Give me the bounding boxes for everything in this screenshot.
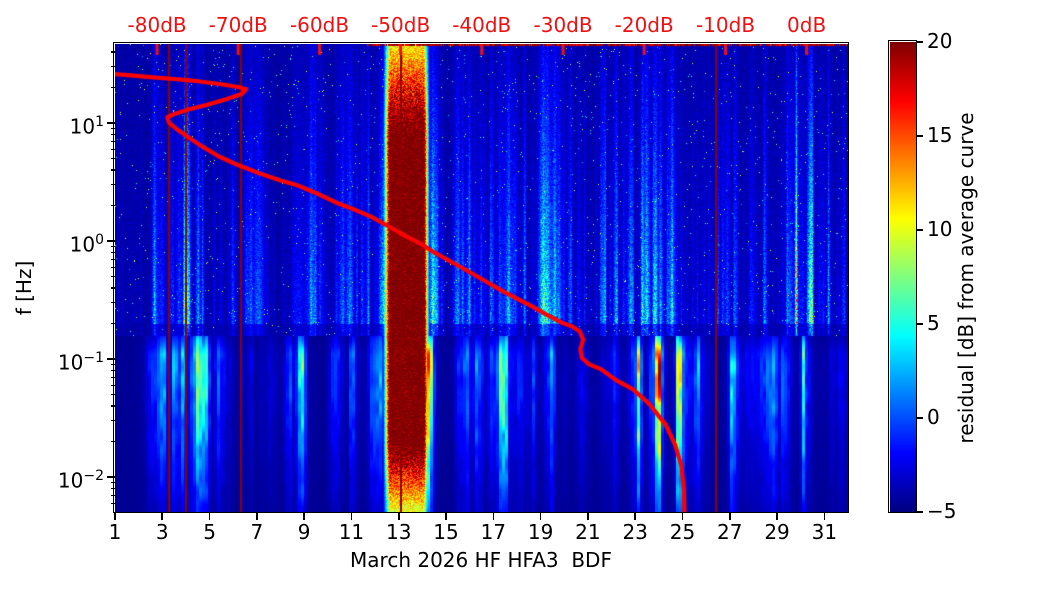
top-db-label: -40dB [452,13,512,37]
x-tick-label: 3 [155,520,169,544]
colorbar-tick-label: 15 [927,123,953,147]
x-tick-label: 15 [433,520,459,544]
y-minor-tick [111,184,115,186]
top-db-label: -50dB [371,13,431,37]
colorbar-tick-label: 20 [927,29,953,53]
colorbar-tick [916,323,923,325]
x-tick [539,512,542,520]
y-minor-tick [111,127,115,129]
y-minor-tick [111,86,115,89]
x-tick [208,512,211,520]
x-tick [492,512,495,520]
y-minor-tick [111,376,115,378]
y-minor-tick [111,384,115,386]
x-tick-label: 1 [108,520,122,544]
x-tick-label: 23 [622,520,648,544]
top-db-label: -10dB [695,13,756,37]
y-minor-tick [111,204,115,207]
y-axis-label: f [Hz] [12,260,36,316]
x-tick-label: 21 [575,520,601,544]
y-tick-label: 10−1 [57,350,104,375]
y-tick [107,476,115,478]
x-tick-label: 31 [811,520,838,544]
y-minor-tick [111,66,115,68]
top-db-label: 0dB [787,13,827,37]
y-minor-tick [111,169,115,171]
y-minor-tick [111,266,115,268]
top-db-label: -80dB [127,13,187,37]
colorbar-tick-label: 10 [927,217,953,241]
y-tick [107,122,115,124]
x-tick-label: 19 [527,520,554,544]
y-minor-tick [111,258,115,260]
y-minor-tick [111,133,115,136]
x-tick [587,512,589,520]
x-tick [303,512,305,520]
colorbar-tick [916,41,923,43]
colorbar-tick-label: 0 [927,405,940,429]
x-tick-label: 11 [338,520,365,544]
colorbar [890,42,916,512]
y-tick [107,240,115,242]
top-db-label: -30dB [533,13,593,37]
x-tick [634,512,636,520]
y-minor-tick [111,275,115,278]
y-minor-tick [111,487,115,490]
y-minor-tick [111,140,115,142]
x-tick-label: 5 [203,520,216,544]
x-tick [397,512,400,520]
y-minor-tick [111,494,115,496]
colorbar-tick [916,417,923,419]
y-minor-tick [111,502,115,504]
y-tick-label: 101 [69,114,104,139]
y-tick-label: 10−2 [57,468,104,493]
y-minor-tick [111,157,115,160]
y-tick [107,358,115,360]
x-tick-label: 9 [297,520,311,544]
y-minor-tick [111,302,115,304]
y-minor-tick [111,148,115,150]
x-tick [256,512,258,520]
x-tick-label: 27 [717,520,743,544]
x-tick-label: 7 [250,520,264,544]
y-minor-tick [111,251,115,254]
y-minor-tick [111,322,115,325]
x-tick-label: 29 [764,520,790,544]
y-minor-tick [111,287,115,289]
y-minor-tick [111,420,115,422]
y-minor-tick [111,440,115,443]
x-tick [823,512,826,520]
colorbar-tick-label: 5 [927,311,940,335]
y-minor-tick [111,51,115,53]
top-db-label: -60dB [289,13,350,37]
x-tick [681,512,684,520]
x-tick [114,512,116,520]
y-minor-tick [111,369,115,372]
y-minor-tick [111,481,115,483]
y-tick-label: 100 [69,232,104,257]
x-axis-label: March 2026 HF HFA3 BDF [350,548,612,572]
top-db-label: -70dB [208,13,268,37]
x-tick [776,512,778,520]
x-tick-label: 13 [386,520,412,544]
x-tick [728,512,731,520]
top-db-label: -20dB [614,13,674,37]
spectrogram-heatmap [115,44,848,512]
colorbar-tick [916,229,923,231]
colorbar-tick [916,511,923,513]
x-tick-label: 25 [669,520,696,544]
y-minor-tick [111,405,115,407]
y-minor-tick [111,245,115,247]
colorbar-tick-label: −5 [927,499,957,523]
y-minor-tick [111,363,115,365]
colorbar-tick [916,135,923,137]
y-minor-tick [111,393,115,396]
x-tick [350,512,353,520]
x-tick [161,512,164,520]
x-tick [445,512,447,520]
x-tick-label: 17 [480,520,507,544]
